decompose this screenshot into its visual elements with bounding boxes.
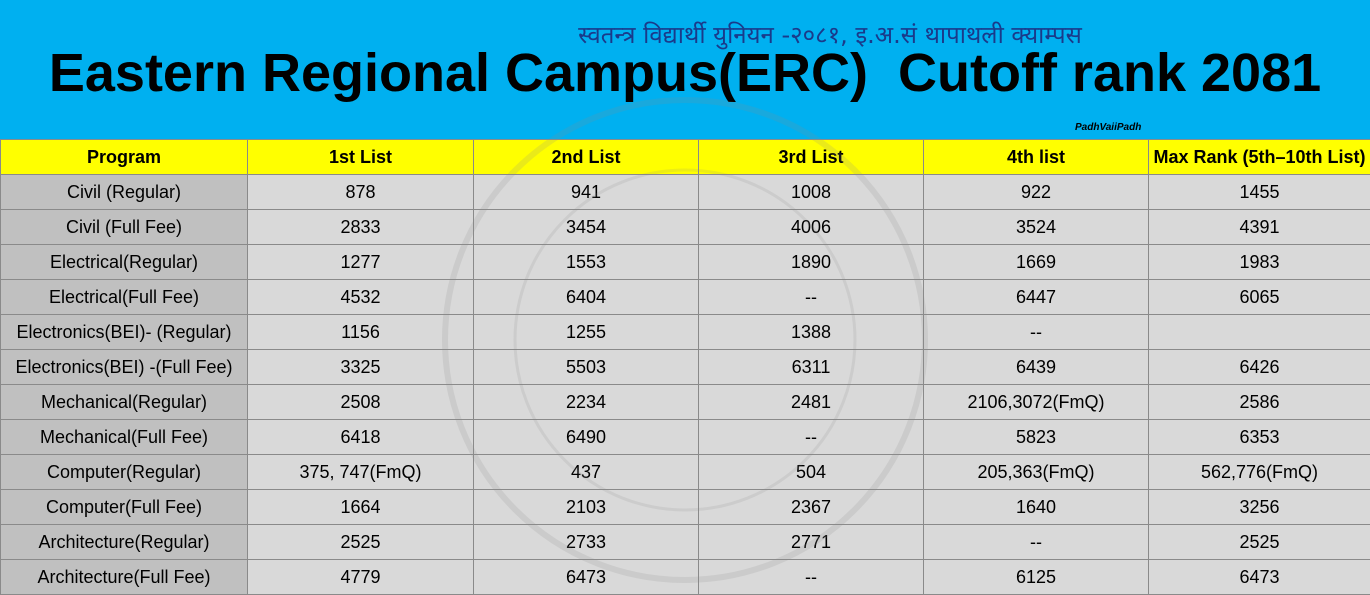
rank-cell xyxy=(1148,314,1370,350)
table-body: Civil (Regular) 878 941 1008 922 1455 Civil (F… xyxy=(0,174,1370,595)
program-cell: Civil (Full Fee) xyxy=(0,209,248,245)
rank-cell: 878 xyxy=(247,174,474,210)
rank-cell: 6490 xyxy=(473,419,699,455)
column-header: Program xyxy=(0,139,248,175)
table-row: Mechanical(Regular) 2508 2234 2481 2106,3072… xyxy=(0,384,1370,420)
rank-cell: 1255 xyxy=(473,314,699,350)
rank-cell: 2103 xyxy=(473,489,699,525)
rank-cell: -- xyxy=(698,279,924,315)
table-row: Architecture(Regular) 2525 2733 2771 -- 2525 xyxy=(0,524,1370,560)
program-cell: Mechanical(Full Fee) xyxy=(0,419,248,455)
program-cell: Electrical(Full Fee) xyxy=(0,279,248,315)
rank-cell: 4391 xyxy=(1148,209,1370,245)
rank-cell: 3256 xyxy=(1148,489,1370,525)
table-row: Mechanical(Full Fee) 6418 6490 -- 5823 6353 xyxy=(0,419,1370,455)
rank-cell: 2833 xyxy=(247,209,474,245)
rank-cell: 1455 xyxy=(1148,174,1370,210)
table-row: Civil (Full Fee) 2833 3454 4006 3524 4391 xyxy=(0,209,1370,245)
rank-cell: 5823 xyxy=(923,419,1149,455)
rank-cell: 1277 xyxy=(247,244,474,280)
rank-cell: 2481 xyxy=(698,384,924,420)
rank-cell: 4532 xyxy=(247,279,474,315)
table-row: Computer(Full Fee) 1664 2103 2367 1640 3256 xyxy=(0,489,1370,525)
rank-cell: 6426 xyxy=(1148,349,1370,385)
rank-cell: 6065 xyxy=(1148,279,1370,315)
column-header: 4th list xyxy=(923,139,1149,175)
rank-cell: 2367 xyxy=(698,489,924,525)
rank-cell: 1156 xyxy=(247,314,474,350)
rank-cell: 6447 xyxy=(923,279,1149,315)
rank-cell: 6439 xyxy=(923,349,1149,385)
column-header: Max Rank (5th–10th List) xyxy=(1148,139,1370,175)
program-cell: Electronics(BEI) -(Full Fee) xyxy=(0,349,248,385)
rank-cell: 6473 xyxy=(473,559,699,595)
rank-cell: 1664 xyxy=(247,489,474,525)
rank-cell: 941 xyxy=(473,174,699,210)
rank-cell: 6418 xyxy=(247,419,474,455)
rank-cell: 6311 xyxy=(698,349,924,385)
program-cell: Electrical(Regular) xyxy=(0,244,248,280)
rank-cell: 205,363(FmQ) xyxy=(923,454,1149,490)
table-row: Electronics(BEI)- (Regular) 1156 1255 1388-… xyxy=(0,314,1370,350)
rank-cell: 3454 xyxy=(473,209,699,245)
table-row: Electronics(BEI) -(Full Fee) 3325 5503 6311… xyxy=(0,349,1370,385)
table-row: Computer(Regular) 375, 747(FmQ) 437 504 205,… xyxy=(0,454,1370,490)
rank-cell: 6404 xyxy=(473,279,699,315)
rank-cell: 504 xyxy=(698,454,924,490)
column-header: 1st List xyxy=(247,139,474,175)
header-banner: स्वतन्त्र विद्यार्थी युनियन -२०८१, इ.अ.स… xyxy=(0,0,1370,139)
rank-cell: 2234 xyxy=(473,384,699,420)
program-cell: Architecture(Full Fee) xyxy=(0,559,248,595)
program-cell: Architecture(Regular) xyxy=(0,524,248,560)
column-header: 2nd List xyxy=(473,139,699,175)
rank-cell: 2525 xyxy=(247,524,474,560)
rank-cell: 1890 xyxy=(698,244,924,280)
rank-cell: 1553 xyxy=(473,244,699,280)
table-row: Electrical(Full Fee) 4532 6404 -- 6447 6065 xyxy=(0,279,1370,315)
program-cell: Computer(Regular) xyxy=(0,454,248,490)
table-row: Architecture(Full Fee) 4779 6473 -- 6125 6473 xyxy=(0,559,1370,595)
cutoff-table: Program 1st List 2nd List 3rd List 4th list M… xyxy=(0,139,1370,595)
header-row: Program 1st List 2nd List 3rd List 4th list M… xyxy=(0,139,1370,175)
rank-cell: 3325 xyxy=(247,349,474,385)
rank-cell: 3524 xyxy=(923,209,1149,245)
rank-cell: -- xyxy=(923,524,1149,560)
rank-cell: -- xyxy=(698,559,924,595)
rank-cell: 4779 xyxy=(247,559,474,595)
credit: PadhVaiiPadh xyxy=(1075,122,1142,133)
rank-cell: 2733 xyxy=(473,524,699,560)
program-cell: Civil (Regular) xyxy=(0,174,248,210)
rank-cell: 922 xyxy=(923,174,1149,210)
rank-cell: 2106,3072(FmQ) xyxy=(923,384,1149,420)
table-row: Civil (Regular) 878 941 1008 922 1455 xyxy=(0,174,1370,210)
rank-cell: 2525 xyxy=(1148,524,1370,560)
rank-cell: 2586 xyxy=(1148,384,1370,420)
column-header: 3rd List xyxy=(698,139,924,175)
rank-cell: 5503 xyxy=(473,349,699,385)
table-row: Electrical(Regular) 1277 1553 1890 1669 1983 xyxy=(0,244,1370,280)
rank-cell: 1008 xyxy=(698,174,924,210)
subtitle: स्वतन्त्र विद्यार्थी युनियन -२०८१, इ.अ.स… xyxy=(578,21,1082,49)
program-cell: Electronics(BEI)- (Regular) xyxy=(0,314,248,350)
rank-cell: 6353 xyxy=(1148,419,1370,455)
rank-cell: 562,776(FmQ) xyxy=(1148,454,1370,490)
rank-cell: 6473 xyxy=(1148,559,1370,595)
rank-cell: -- xyxy=(698,419,924,455)
title: Eastern Regional Campus(ERC) Cutoff rank… xyxy=(48,43,1322,103)
rank-cell: 6125 xyxy=(923,559,1149,595)
rank-cell: 437 xyxy=(473,454,699,490)
rank-cell: 375, 747(FmQ) xyxy=(247,454,474,490)
rank-cell: 2771 xyxy=(698,524,924,560)
program-cell: Mechanical(Regular) xyxy=(0,384,248,420)
rank-cell: 4006 xyxy=(698,209,924,245)
rank-cell: 1388 xyxy=(698,314,924,350)
rank-cell: 1983 xyxy=(1148,244,1370,280)
rank-cell: 1640 xyxy=(923,489,1149,525)
rank-cell: 1669 xyxy=(923,244,1149,280)
program-cell: Computer(Full Fee) xyxy=(0,489,248,525)
rank-cell: 2508 xyxy=(247,384,474,420)
rank-cell: -- xyxy=(923,314,1149,350)
